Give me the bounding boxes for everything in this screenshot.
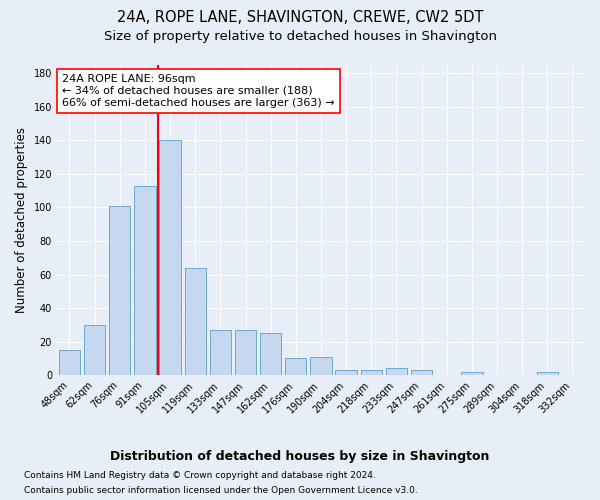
Bar [84,325,106,375]
Bar [59,350,80,375]
Bar [386,368,407,375]
Bar [411,370,432,375]
Bar [285,358,307,375]
Bar [361,370,382,375]
Bar [335,370,357,375]
Text: Contains public sector information licensed under the Open Government Licence v3: Contains public sector information licen… [24,486,418,495]
Bar [209,330,231,375]
Bar [185,268,206,375]
Bar [310,356,332,375]
Bar [160,140,181,375]
Bar [235,330,256,375]
Bar [109,206,130,375]
Text: 24A ROPE LANE: 96sqm
← 34% of detached houses are smaller (188)
66% of semi-deta: 24A ROPE LANE: 96sqm ← 34% of detached h… [62,74,335,108]
Text: 24A, ROPE LANE, SHAVINGTON, CREWE, CW2 5DT: 24A, ROPE LANE, SHAVINGTON, CREWE, CW2 5… [117,10,483,25]
Text: Size of property relative to detached houses in Shavington: Size of property relative to detached ho… [104,30,497,43]
Text: Contains HM Land Registry data © Crown copyright and database right 2024.: Contains HM Land Registry data © Crown c… [24,471,376,480]
Bar [134,186,155,375]
Bar [461,372,482,375]
Bar [536,372,558,375]
Y-axis label: Number of detached properties: Number of detached properties [15,127,28,313]
Text: Distribution of detached houses by size in Shavington: Distribution of detached houses by size … [110,450,490,463]
Bar [260,333,281,375]
